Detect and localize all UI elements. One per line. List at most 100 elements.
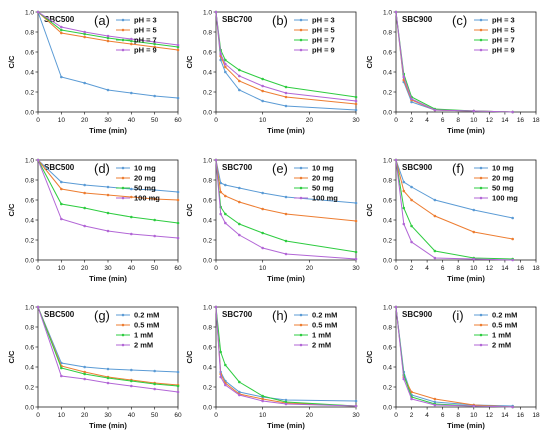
x-tick-label: 0 bbox=[214, 117, 218, 124]
x-tick-label: 0 bbox=[36, 265, 40, 272]
x-tick-label: 60 bbox=[174, 117, 182, 124]
data-point bbox=[60, 374, 63, 378]
y-axis-label: C/C bbox=[365, 55, 374, 69]
y-tick-label: 0.2 bbox=[203, 89, 212, 96]
data-point bbox=[83, 30, 86, 34]
data-point bbox=[394, 158, 398, 162]
legend-marker bbox=[121, 343, 125, 347]
x-tick-label: 30 bbox=[352, 265, 360, 272]
data-point bbox=[224, 62, 227, 66]
y-tick-label: 0.8 bbox=[203, 29, 212, 36]
legend-label: 2 mM bbox=[312, 341, 331, 350]
data-point bbox=[83, 206, 86, 210]
data-point bbox=[402, 206, 406, 210]
data-point bbox=[284, 239, 288, 243]
plot-frame bbox=[395, 11, 537, 113]
data-point bbox=[176, 370, 180, 374]
data-point bbox=[238, 393, 241, 397]
data-point bbox=[354, 250, 358, 254]
x-axis-label: Time (min) bbox=[267, 126, 305, 135]
x-tick-label: 20 bbox=[306, 265, 314, 272]
plot-frame bbox=[215, 11, 357, 113]
data-point bbox=[130, 39, 133, 43]
legend-label: 10 mg bbox=[312, 164, 334, 173]
y-tick-label: 0.4 bbox=[25, 69, 34, 76]
legend-marker bbox=[121, 186, 125, 190]
legend-marker bbox=[121, 323, 125, 327]
data-point bbox=[176, 45, 180, 49]
data-point bbox=[130, 232, 133, 236]
legend-label: pH = 9 bbox=[134, 46, 157, 55]
y-tick-label: 0.8 bbox=[383, 177, 392, 184]
y-tick-label: 0.8 bbox=[383, 324, 392, 331]
x-tick-label: 10 bbox=[259, 412, 267, 419]
legend-label: 0.2 mM bbox=[312, 311, 337, 320]
y-tick-label: 0.4 bbox=[383, 364, 392, 371]
x-tick-label: 2 bbox=[410, 265, 414, 272]
data-point bbox=[83, 191, 86, 195]
x-tick-label: 0 bbox=[214, 265, 218, 272]
y-tick-label: 0.6 bbox=[25, 344, 34, 351]
legend-marker bbox=[479, 48, 483, 52]
data-point bbox=[130, 195, 133, 199]
panel-title: SBC900 bbox=[402, 310, 433, 319]
data-point bbox=[238, 222, 241, 226]
y-tick-label: 0.2 bbox=[383, 89, 392, 96]
data-point bbox=[176, 390, 180, 394]
data-point bbox=[83, 365, 86, 369]
x-tick-label: 18 bbox=[532, 412, 540, 419]
legend-label: 1 mM bbox=[492, 331, 511, 340]
y-tick-label: 0.8 bbox=[25, 177, 34, 184]
x-tick-label: 20 bbox=[81, 412, 89, 419]
legend-marker bbox=[479, 313, 483, 317]
x-axis-label: Time (min) bbox=[447, 421, 485, 430]
data-point bbox=[238, 74, 241, 78]
data-point bbox=[60, 217, 63, 221]
data-point bbox=[130, 91, 133, 95]
legend-label: 100 mg bbox=[492, 194, 518, 203]
data-point bbox=[354, 108, 358, 112]
data-point bbox=[153, 218, 156, 222]
y-tick-label: 1.0 bbox=[383, 9, 392, 16]
x-tick-label: 14 bbox=[501, 265, 509, 272]
y-tick-label: 1.0 bbox=[383, 304, 392, 311]
data-point bbox=[60, 366, 63, 370]
data-point bbox=[106, 193, 110, 197]
data-point bbox=[219, 375, 222, 379]
x-tick-label: 14 bbox=[501, 117, 509, 124]
legend-label: 50 mg bbox=[134, 184, 156, 193]
data-point bbox=[284, 85, 288, 89]
y-axis-label: C/C bbox=[185, 203, 194, 217]
y-axis-label: C/C bbox=[365, 203, 374, 217]
data-point bbox=[224, 212, 227, 216]
y-tick-label: 0.4 bbox=[25, 364, 34, 371]
x-tick-label: 30 bbox=[352, 117, 360, 124]
series-line bbox=[395, 306, 513, 408]
data-point bbox=[261, 99, 264, 103]
y-tick-label: 0.2 bbox=[25, 237, 34, 244]
data-point bbox=[130, 379, 133, 383]
x-tick-label: 10 bbox=[58, 265, 66, 272]
data-point bbox=[214, 10, 218, 14]
x-tick-label: 10 bbox=[470, 412, 478, 419]
data-point bbox=[410, 224, 413, 228]
data-point bbox=[224, 194, 227, 198]
x-tick-label: 6 bbox=[441, 412, 445, 419]
panel-title: SBC700 bbox=[222, 15, 253, 24]
y-tick-label: 0.0 bbox=[25, 404, 34, 411]
data-point bbox=[284, 104, 288, 108]
legend-label: pH = 7 bbox=[134, 36, 157, 45]
panel-a: 0 10 20 30 40 50 60 0.0 0.2 0.4 0.6 0.8 1.0 Time (min… bbox=[7, 9, 182, 135]
legend-marker bbox=[299, 333, 303, 337]
legend-marker bbox=[299, 18, 303, 22]
x-tick-label: 2 bbox=[410, 412, 414, 419]
y-tick-label: 0.0 bbox=[25, 257, 34, 264]
data-point bbox=[238, 380, 241, 384]
legend-marker bbox=[479, 166, 483, 170]
data-point bbox=[284, 402, 288, 406]
legend-label: 50 mg bbox=[312, 184, 334, 193]
x-axis-label: Time (min) bbox=[89, 421, 127, 430]
y-tick-label: 0.8 bbox=[25, 324, 34, 331]
y-tick-label: 0.2 bbox=[383, 384, 392, 391]
